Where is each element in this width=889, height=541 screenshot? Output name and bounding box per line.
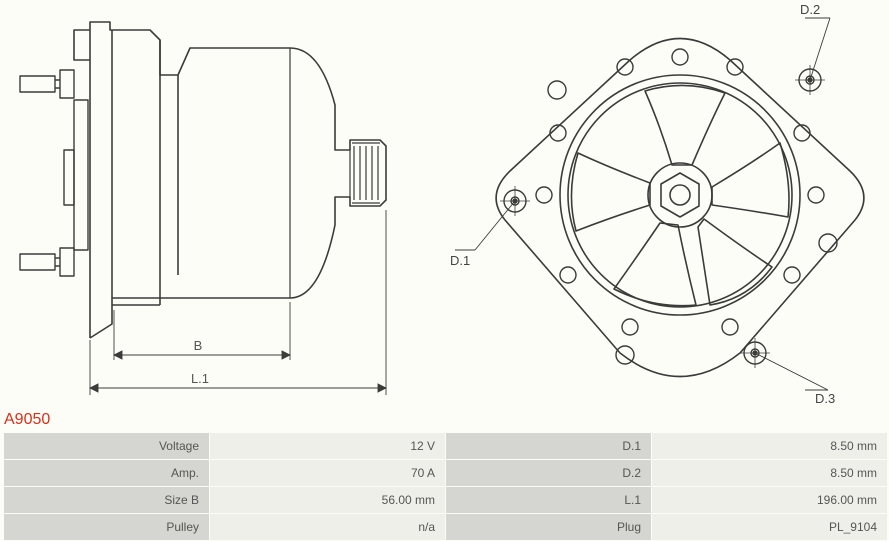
spec-value: 70 A — [210, 460, 446, 487]
diagram-area: B L.1 — [0, 0, 889, 408]
spec-value: 8.50 mm — [652, 433, 888, 460]
spec-table: Voltage12 VD.18.50 mmAmp.70 AD.28.50 mmS… — [3, 432, 888, 541]
spec-label: Pulley — [4, 514, 210, 541]
callout-d3: D.3 — [815, 391, 835, 406]
table-row: Voltage12 VD.18.50 mm — [4, 433, 888, 460]
spec-value: PL_9104 — [652, 514, 888, 541]
callout-d2: D.2 — [800, 2, 820, 17]
spec-value: n/a — [210, 514, 446, 541]
front-view-drawing: D.1 D.2 D.3 — [0, 0, 889, 408]
table-row: Amp.70 AD.28.50 mm — [4, 460, 888, 487]
table-row: Pulleyn/aPlugPL_9104 — [4, 514, 888, 541]
spec-value: 12 V — [210, 433, 446, 460]
spec-label: Plug — [446, 514, 652, 541]
spec-label: L.1 — [446, 487, 652, 514]
spec-label: D.1 — [446, 433, 652, 460]
table-row: Size B56.00 mmL.1196.00 mm — [4, 487, 888, 514]
spec-label: D.2 — [446, 460, 652, 487]
spec-value: 8.50 mm — [652, 460, 888, 487]
spec-label: Voltage — [4, 433, 210, 460]
callout-d1: D.1 — [450, 253, 470, 268]
spec-label: Amp. — [4, 460, 210, 487]
part-number: A9050 — [4, 411, 50, 429]
spec-value: 196.00 mm — [652, 487, 888, 514]
spec-label: Size B — [4, 487, 210, 514]
spec-value: 56.00 mm — [210, 487, 446, 514]
